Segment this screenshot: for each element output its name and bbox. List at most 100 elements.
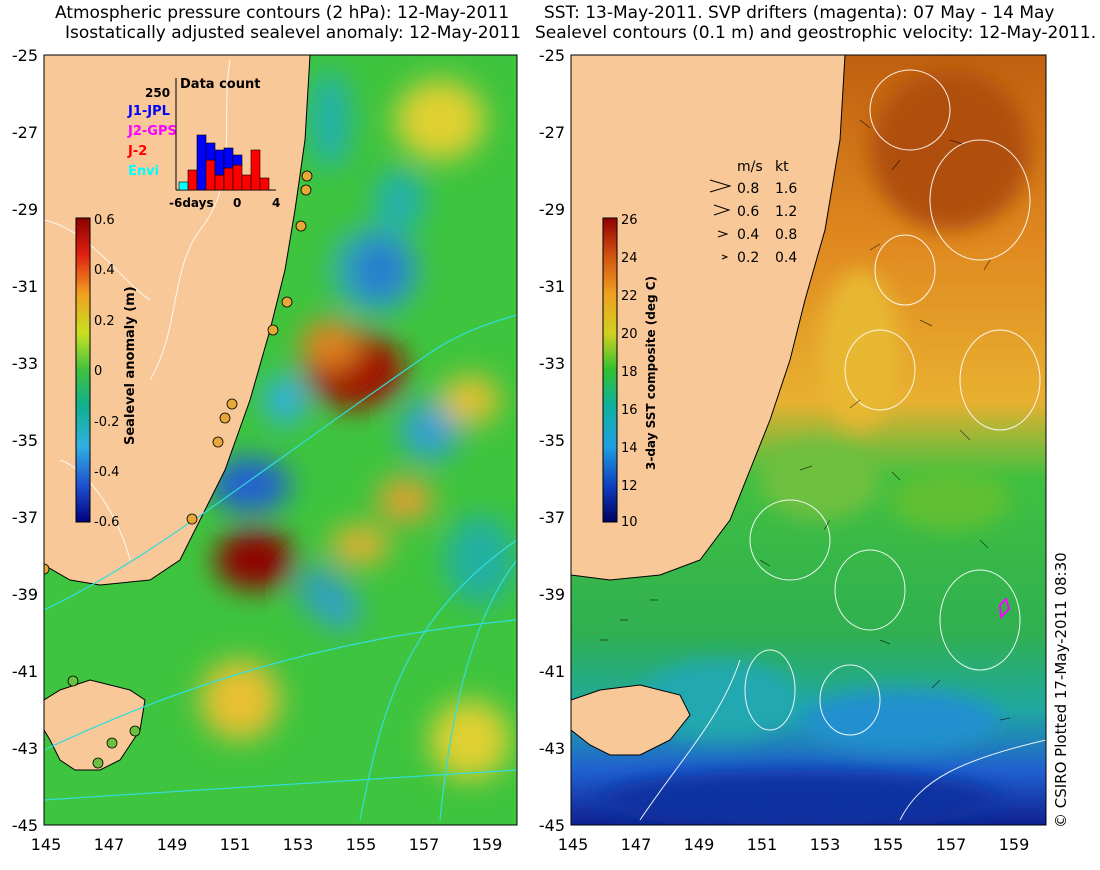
sst-tick: 22 (621, 289, 638, 304)
lon-label: 145 (31, 835, 62, 854)
velocity-legend-arrow (709, 179, 732, 193)
legend-j1: J1-JPL (127, 104, 170, 119)
sst-tick: 12 (621, 479, 638, 494)
lon-label: 147 (621, 835, 652, 854)
sla-tick: 0 (94, 364, 102, 379)
velocity-kt: 0.8 (775, 227, 797, 243)
sla-tick: 0.2 (94, 314, 115, 329)
lon-label: 157 (936, 835, 967, 854)
inset-xtick: -6days (169, 196, 214, 210)
histogram-bars (178, 134, 270, 191)
lon-axis-right: 145 147 149 151 153 155 157 159 (558, 835, 1030, 854)
lon-label: 147 (94, 835, 125, 854)
inset-xtick: 0 (233, 196, 241, 210)
sealevel-anomaly-map (44, 55, 517, 825)
lon-label: 149 (157, 835, 188, 854)
velocity-legend-arrow (721, 254, 729, 260)
lat-label: -33 (539, 354, 565, 373)
left-title-line2: Isostatically adjusted sealevel anomaly:… (65, 23, 521, 43)
lat-label: -39 (539, 585, 565, 604)
sst-tick: 20 (621, 327, 638, 342)
right-title-line2: Sealevel contours (0.1 m) and geostrophi… (535, 23, 1097, 43)
lat-label: -29 (539, 200, 565, 219)
lat-label: -43 (539, 739, 565, 758)
right-title-line1: SST: 13-May-2011. SVP drifters (magenta)… (544, 3, 1055, 23)
geostrophic-velocity-arrows (600, 119, 1011, 721)
sst-colorbar-label: 3-day SST composite (deg C) (644, 276, 658, 470)
sst-tick: 14 (621, 441, 638, 456)
sst-colorbar (602, 217, 618, 523)
velocity-kt: 1.2 (775, 204, 797, 220)
lon-label: 153 (283, 835, 314, 854)
velocity-kt: 0.4 (775, 250, 797, 266)
lat-label: -45 (539, 816, 565, 835)
legend-j2: J-2 (127, 144, 147, 159)
lat-label: -37 (12, 508, 38, 527)
lon-label: 157 (409, 835, 440, 854)
legend-envi: Envi (128, 164, 159, 179)
svp-drifter-track (998, 597, 1011, 620)
lat-label: -41 (539, 662, 565, 681)
lat-axis-right: -25 -27 -29 -31 -33 -35 -37 -39 -41 -43 … (539, 46, 565, 835)
sla-colorbar (75, 217, 91, 523)
velocity-legend-arrow (717, 230, 729, 238)
inset-xtick: 4 (272, 196, 280, 210)
lon-label: 149 (684, 835, 715, 854)
lon-label: 153 (810, 835, 841, 854)
lat-label: -39 (12, 585, 38, 604)
lon-label: 155 (873, 835, 904, 854)
lat-label: -25 (539, 46, 565, 65)
sst-tick: 26 (621, 213, 638, 228)
velocity-ms: 0.8 (737, 181, 759, 197)
sla-colorbar-ticks: 0.6 0.4 0.2 0 -0.2 -0.4 -0.6 (94, 213, 119, 530)
sla-tick: 0.4 (94, 263, 115, 278)
lat-label: -27 (539, 123, 565, 142)
lat-label: -33 (12, 354, 38, 373)
sla-tick: 0.6 (94, 213, 115, 228)
sst-tick: 18 (621, 365, 638, 380)
left-title-line1: Atmospheric pressure contours (2 hPa): 1… (55, 3, 510, 23)
lat-label: -43 (12, 739, 38, 758)
lon-label: 159 (999, 835, 1030, 854)
lat-label: -27 (12, 123, 38, 142)
velocity-header-ms: m/s (737, 159, 763, 175)
sst-tick: 24 (621, 251, 638, 266)
legend-j2gps: J2-GPS (127, 124, 177, 139)
lat-label: -31 (539, 277, 565, 296)
sst-tick: 10 (621, 515, 638, 530)
sst-tick: 16 (621, 403, 638, 418)
inset-ymax: 250 (145, 86, 170, 100)
sla-tick: -0.4 (94, 465, 119, 480)
velocity-ms: 0.2 (737, 250, 759, 266)
sla-tick: -0.6 (94, 515, 119, 530)
lon-axis-left: 145 147 149 151 153 155 157 159 (31, 835, 503, 854)
lon-label: 155 (346, 835, 377, 854)
velocity-legend-arrow (713, 204, 731, 216)
lon-label: 151 (747, 835, 778, 854)
velocity-kt: 1.6 (775, 181, 797, 197)
velocity-ms: 0.6 (737, 204, 759, 220)
lat-label: -45 (12, 816, 38, 835)
lat-label: -41 (12, 662, 38, 681)
sst-colorbar-ticks: 26 24 22 20 18 16 14 12 10 (621, 213, 638, 530)
velocity-header-kt: kt (775, 159, 789, 175)
sla-colorbar-label: Sealevel anomaly (m) (123, 286, 138, 445)
inset-title: Data count (180, 77, 260, 92)
csiro-credit: © CSIRO Plotted 17-May-2011 08:30 (1052, 552, 1070, 828)
lat-label: -25 (12, 46, 38, 65)
velocity-legend: m/s kt 0.8 1.6 0.6 1.2 0.4 0.8 0.2 0.4 (709, 159, 797, 266)
data-count-inset: Data count 250 J1-JPL J2-GPS J-2 Envi -6… (127, 77, 280, 210)
lat-label: -31 (12, 277, 38, 296)
lon-label: 159 (472, 835, 503, 854)
lon-label: 151 (220, 835, 251, 854)
lat-label: -35 (539, 431, 565, 450)
tide-gauge-stations (44, 170, 313, 769)
lon-label: 145 (558, 835, 589, 854)
lat-label: -35 (12, 431, 38, 450)
lat-axis-left: -25 -27 -29 -31 -33 -35 -37 -39 -41 -43 … (12, 46, 38, 835)
lat-label: -37 (539, 508, 565, 527)
velocity-ms: 0.4 (737, 227, 759, 243)
sla-tick: -0.2 (94, 415, 119, 430)
sst-map (571, 55, 1046, 825)
